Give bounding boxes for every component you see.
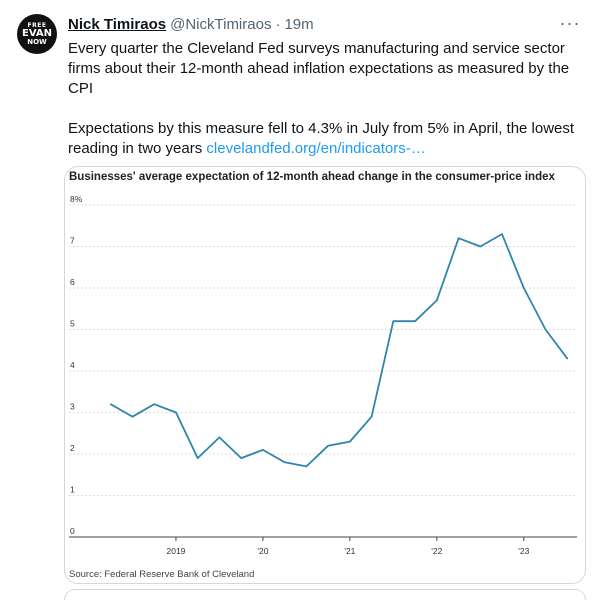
data-point: [196, 457, 199, 459]
x-tick-label: '21: [344, 546, 355, 556]
author-name[interactable]: Nick Timiraos: [68, 15, 167, 33]
data-point: [501, 233, 503, 235]
chart-title: Businesses' average expectation of 12-mo…: [69, 171, 555, 183]
data-point: [522, 287, 525, 289]
data-point: [327, 444, 329, 447]
y-tick-label: 2: [70, 443, 75, 453]
data-point: [436, 299, 438, 302]
timestamp[interactable]: 19m: [284, 15, 314, 33]
data-point: [305, 465, 308, 468]
data-point: [544, 328, 547, 331]
x-tick-label: '20: [257, 546, 268, 556]
data-point: [218, 436, 221, 439]
y-tick-label: 6: [70, 277, 75, 287]
y-tick-label: 5: [70, 319, 75, 329]
data-point: [457, 237, 460, 239]
avatar-text-line3: NOW: [27, 37, 47, 46]
x-tick-label: '22: [431, 546, 442, 556]
data-point: [240, 457, 242, 459]
tweet-paragraph-2-text: Expectations by this measure fell to 4.3…: [68, 120, 575, 157]
data-point: [283, 461, 286, 464]
data-point: [262, 449, 264, 451]
y-tick-label: 3: [70, 402, 75, 412]
line-chart: 0 1 2 3 4 5 6 7 8% 2019 '20 '21 '22 '23: [69, 194, 577, 556]
data-point: [479, 245, 482, 248]
y-tick-label: 4: [70, 360, 75, 370]
tweet-link[interactable]: clevelandfed.org/en/indicators-…: [206, 140, 426, 157]
y-tick-label: 1: [70, 485, 75, 495]
avatar[interactable]: FREE EVAN NOW: [17, 14, 57, 54]
data-point: [566, 357, 569, 360]
data-point: [349, 440, 351, 443]
tweet-paragraph-1: Every quarter the Cleveland Fed surveys …: [68, 40, 570, 97]
tweet-paragraph-2: Expectations by this measure fell to 4.3…: [68, 119, 583, 159]
chart-image-card[interactable]: 0 1 2 3 4 5 6 7 8% 2019 '20 '21 '22 '23 Businesses' a…: [64, 166, 586, 584]
author-handle[interactable]: @NickTimiraos: [170, 15, 272, 33]
data-point: [414, 320, 416, 322]
data-point: [175, 411, 177, 414]
data-point: [392, 320, 395, 322]
tweet-header: Nick Timiraos @NickTimiraos · 19m: [68, 14, 580, 34]
avatar-text-line1: FREE: [27, 21, 47, 29]
separator-dot: ·: [275, 15, 281, 33]
x-tick-label: '23: [518, 546, 529, 556]
data-point: [109, 403, 112, 405]
more-options-icon[interactable]: ···: [559, 12, 581, 33]
data-point: [370, 415, 373, 418]
next-card-edge: [64, 589, 586, 600]
y-tick-label: 7: [70, 236, 75, 246]
y-tick-label: 0: [70, 526, 75, 536]
tweet-text: Every quarter the Cleveland Fed surveys …: [68, 39, 583, 159]
y-tick-label: 8%: [70, 194, 83, 204]
avatar-text-line2: EVAN: [22, 27, 52, 39]
chart-source: Source: Federal Reserve Bank of Clevelan…: [69, 569, 255, 580]
data-point: [131, 415, 134, 418]
x-tick-label: 2019: [166, 546, 185, 556]
series-line: [110, 233, 569, 468]
data-point: [153, 403, 156, 405]
